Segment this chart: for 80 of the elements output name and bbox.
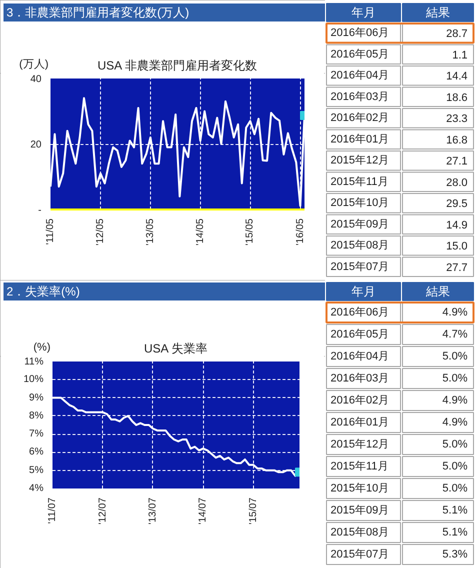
category-label: 2015年07月 [330, 548, 390, 560]
data-label: 5.1% [442, 526, 468, 538]
category-label: 2016年01月 [330, 416, 390, 428]
data-label: 28.0 [446, 176, 468, 189]
data-label: 5.1% [442, 504, 468, 516]
data-label: 4.9% [442, 416, 468, 428]
data-label: 29.5 [446, 198, 468, 210]
data-label: 5.0% [442, 460, 468, 472]
data-label: 27.7 [446, 262, 468, 274]
category-label: 2015年08月 [330, 240, 390, 252]
text: 年月 [352, 6, 376, 20]
data-label: 4.9% [442, 394, 468, 406]
y-tick-label: 8% [29, 410, 44, 422]
y-tick-label: 20 [30, 140, 42, 150]
chart-subtitle: USA 失業率 [144, 342, 208, 356]
category-label: 2016年01月 [330, 133, 390, 146]
x-tick-label: '11/05 [45, 218, 56, 245]
y-axis-title: (万人) [19, 58, 48, 70]
category-label: 2016年06月 [330, 27, 390, 40]
data-label: 4.7% [442, 328, 468, 340]
data-label: 5.0% [442, 372, 468, 384]
category-label: 2016年05月 [330, 48, 390, 60]
category-label: 2016年05月 [330, 328, 390, 340]
category-label: 2015年10月 [330, 197, 390, 210]
category-label: 2016年04月 [330, 350, 390, 362]
data-label: 5.0% [442, 438, 468, 450]
y-tick-label: 11% [24, 356, 44, 368]
y-tick-label: 40 [30, 74, 42, 85]
y-axis-title: (%) [33, 342, 50, 354]
x-tick-label: '15/05 [244, 218, 256, 246]
data-label: 18.6 [446, 92, 468, 104]
text: 結果 [425, 6, 450, 20]
data-label: 4.9% [442, 306, 468, 318]
text: 結果 [425, 284, 450, 298]
y-tick-label: - [38, 205, 42, 216]
data-label: 14.9 [446, 219, 468, 232]
data-label: 5.3% [442, 548, 468, 560]
chart-subtitle: USA 非農業部門雇用者変化数 [97, 58, 257, 72]
x-tick-label: '12/05 [95, 218, 106, 246]
data-label: 23.3 [446, 113, 468, 126]
chart-title: 3．非農業部門雇用者変化数(万人) [6, 6, 190, 20]
category-label: 2015年09月 [330, 218, 390, 230]
category-label: 2015年07月 [330, 260, 390, 273]
x-tick-label: '13/05 [144, 218, 156, 246]
data-label: 1.1 [452, 49, 468, 62]
x-tick-label: '14/05 [194, 218, 206, 246]
category-label: 2015年08月 [330, 526, 390, 538]
category-label: 2015年12月 [330, 154, 390, 167]
data-label: 16.8 [446, 134, 468, 146]
data-label: 27.1 [446, 156, 468, 168]
category-label: 2016年06月 [330, 306, 390, 318]
y-tick-label: 10% [23, 374, 44, 386]
y-tick-label: 9% [29, 392, 44, 404]
data-label: 5.0% [442, 350, 468, 362]
x-tick-label: '15/07 [248, 497, 259, 524]
y-tick-label: 4% [29, 483, 44, 494]
x-tick-label: '11/07 [47, 497, 58, 524]
x-tick-label: '13/07 [147, 497, 158, 524]
category-label: 2015年09月 [330, 504, 390, 516]
x-tick-label: '14/07 [198, 497, 209, 524]
y-tick-label: 6% [29, 446, 44, 458]
category-label: 2016年02月 [330, 112, 390, 124]
data-label: 28.7 [446, 28, 468, 40]
category-label: 2015年11月 [330, 460, 388, 472]
x-tick-label: '16/05 [294, 218, 306, 246]
text: 年月 [352, 284, 376, 298]
category-label: 2016年03月 [330, 90, 390, 103]
chart-title: 2．失業率(%) [6, 284, 80, 298]
data-label: 5.0% [442, 482, 468, 494]
category-label: 2015年10月 [330, 482, 390, 494]
category-label: 2015年12月 [330, 438, 390, 450]
category-label: 2016年04月 [330, 70, 390, 82]
category-label: 2015年11月 [330, 176, 388, 188]
y-tick-label: 5% [29, 464, 44, 476]
data-label: 14.4 [446, 70, 468, 83]
data-label: 15.0 [446, 240, 468, 253]
x-tick-label: '12/07 [97, 497, 108, 524]
category-label: 2016年02月 [330, 394, 390, 406]
y-tick-label: 7% [29, 428, 44, 440]
category-label: 2016年03月 [330, 372, 390, 384]
